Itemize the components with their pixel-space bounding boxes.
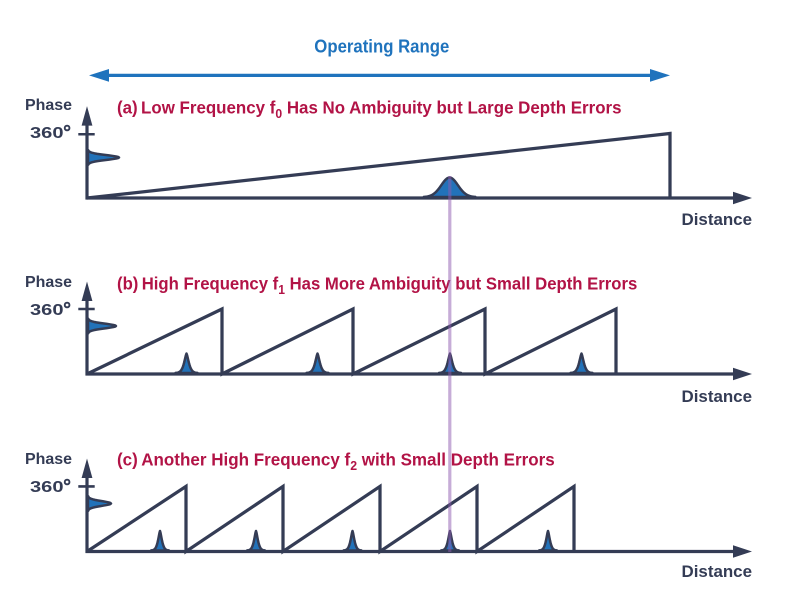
svg-text:Operating Range: Operating Range bbox=[314, 36, 449, 56]
svg-text:(c) Another High Frequency f2: (c) Another High Frequency f2 with Small… bbox=[117, 449, 555, 473]
svg-text:Phase: Phase bbox=[25, 451, 72, 468]
svg-text:Distance: Distance bbox=[682, 387, 753, 406]
svg-text:Distance: Distance bbox=[682, 210, 753, 229]
svg-text:Phase: Phase bbox=[25, 97, 72, 114]
svg-text:Phase: Phase bbox=[25, 274, 72, 291]
svg-text:(a) Low Frequency f0 Has No Am: (a) Low Frequency f0 Has No Ambiguity bu… bbox=[117, 97, 622, 121]
svg-text:Distance: Distance bbox=[682, 562, 753, 581]
svg-text:360: 360 bbox=[30, 125, 64, 142]
svg-text:(b) High Frequency f1 Has More: (b) High Frequency f1 Has More Ambiguity… bbox=[117, 273, 637, 297]
svg-text:360: 360 bbox=[30, 302, 64, 319]
svg-text:360: 360 bbox=[30, 479, 64, 496]
